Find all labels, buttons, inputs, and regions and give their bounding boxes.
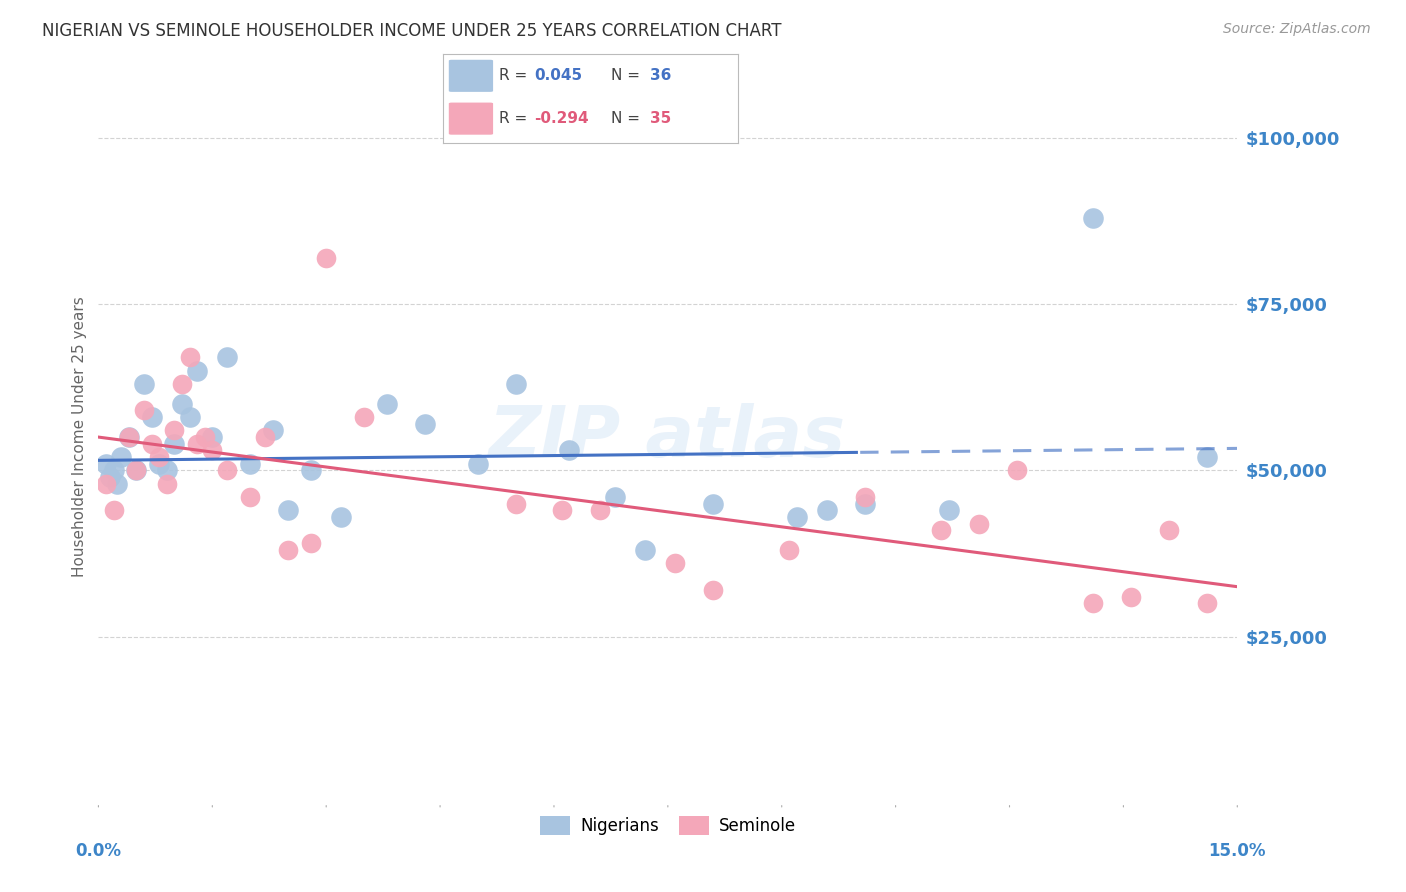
Point (170, 397, 193, 411)
Text: N =: N = (612, 69, 645, 83)
Legend: Nigerians, Seminole: Nigerians, Seminole (533, 809, 803, 842)
Point (118, 430, 141, 444)
FancyBboxPatch shape (449, 60, 494, 92)
Point (179, 410, 201, 425)
Point (505, 376, 527, 391)
Point (353, 410, 375, 425)
Point (1157, 523, 1180, 537)
Point (702, 497, 724, 511)
Point (217, 351, 239, 365)
Point (1081, 596, 1104, 610)
Point (179, 351, 201, 365)
Point (148, 450, 170, 464)
Y-axis label: Householder Income Under 25 years: Householder Income Under 25 years (72, 297, 87, 577)
Point (170, 376, 193, 391)
Point (94, 476, 117, 491)
Point (186, 436, 208, 450)
Point (194, 430, 217, 444)
Point (467, 457, 489, 471)
Point (156, 463, 179, 477)
Point (118, 430, 141, 444)
Point (938, 503, 960, 517)
Text: N =: N = (612, 112, 645, 126)
Text: 15.0%: 15.0% (1209, 842, 1265, 860)
Point (156, 476, 179, 491)
Point (853, 497, 876, 511)
Point (94, 457, 117, 471)
Point (375, 397, 398, 411)
Point (163, 424, 186, 438)
Point (132, 403, 155, 417)
Text: R =: R = (499, 112, 531, 126)
Text: Source: ZipAtlas.com: Source: ZipAtlas.com (1223, 22, 1371, 37)
Point (201, 430, 224, 444)
Point (141, 436, 163, 450)
Point (1119, 590, 1142, 604)
Point (786, 509, 808, 524)
Point (103, 463, 125, 477)
Point (299, 536, 322, 550)
Point (1195, 450, 1218, 464)
Point (1005, 463, 1028, 477)
Point (125, 463, 148, 477)
Text: 0.0%: 0.0% (76, 842, 121, 860)
Text: R =: R = (499, 69, 531, 83)
Point (315, 251, 337, 265)
FancyBboxPatch shape (449, 103, 494, 135)
Point (254, 430, 277, 444)
Point (702, 582, 724, 597)
Point (853, 490, 876, 504)
Point (141, 410, 163, 425)
Point (107, 476, 129, 491)
Text: 35: 35 (650, 112, 671, 126)
Point (929, 523, 952, 537)
Point (1081, 211, 1104, 225)
Point (217, 463, 239, 477)
Point (550, 503, 572, 517)
Point (262, 424, 284, 438)
Point (132, 376, 155, 391)
Point (201, 443, 224, 458)
Point (239, 490, 262, 504)
Point (239, 457, 262, 471)
Point (967, 516, 990, 531)
Text: -0.294: -0.294 (534, 112, 589, 126)
Point (330, 509, 353, 524)
Point (778, 543, 800, 558)
Text: NIGERIAN VS SEMINOLE HOUSEHOLDER INCOME UNDER 25 YEARS CORRELATION CHART: NIGERIAN VS SEMINOLE HOUSEHOLDER INCOME … (42, 22, 782, 40)
Point (603, 490, 626, 504)
Point (558, 443, 581, 458)
Point (1195, 596, 1218, 610)
Text: 36: 36 (650, 69, 671, 83)
Point (664, 557, 686, 571)
Text: 0.045: 0.045 (534, 69, 582, 83)
Point (815, 503, 838, 517)
Point (588, 503, 610, 517)
Point (299, 463, 322, 477)
Point (163, 436, 186, 450)
Point (505, 497, 527, 511)
Point (98, 470, 121, 484)
Point (125, 463, 148, 477)
Point (277, 503, 299, 517)
Point (148, 457, 170, 471)
Point (103, 503, 125, 517)
Point (634, 543, 657, 558)
Point (110, 450, 132, 464)
Text: ZIP atlas: ZIP atlas (489, 402, 846, 472)
Point (277, 543, 299, 558)
Point (186, 363, 208, 377)
Point (413, 417, 436, 431)
